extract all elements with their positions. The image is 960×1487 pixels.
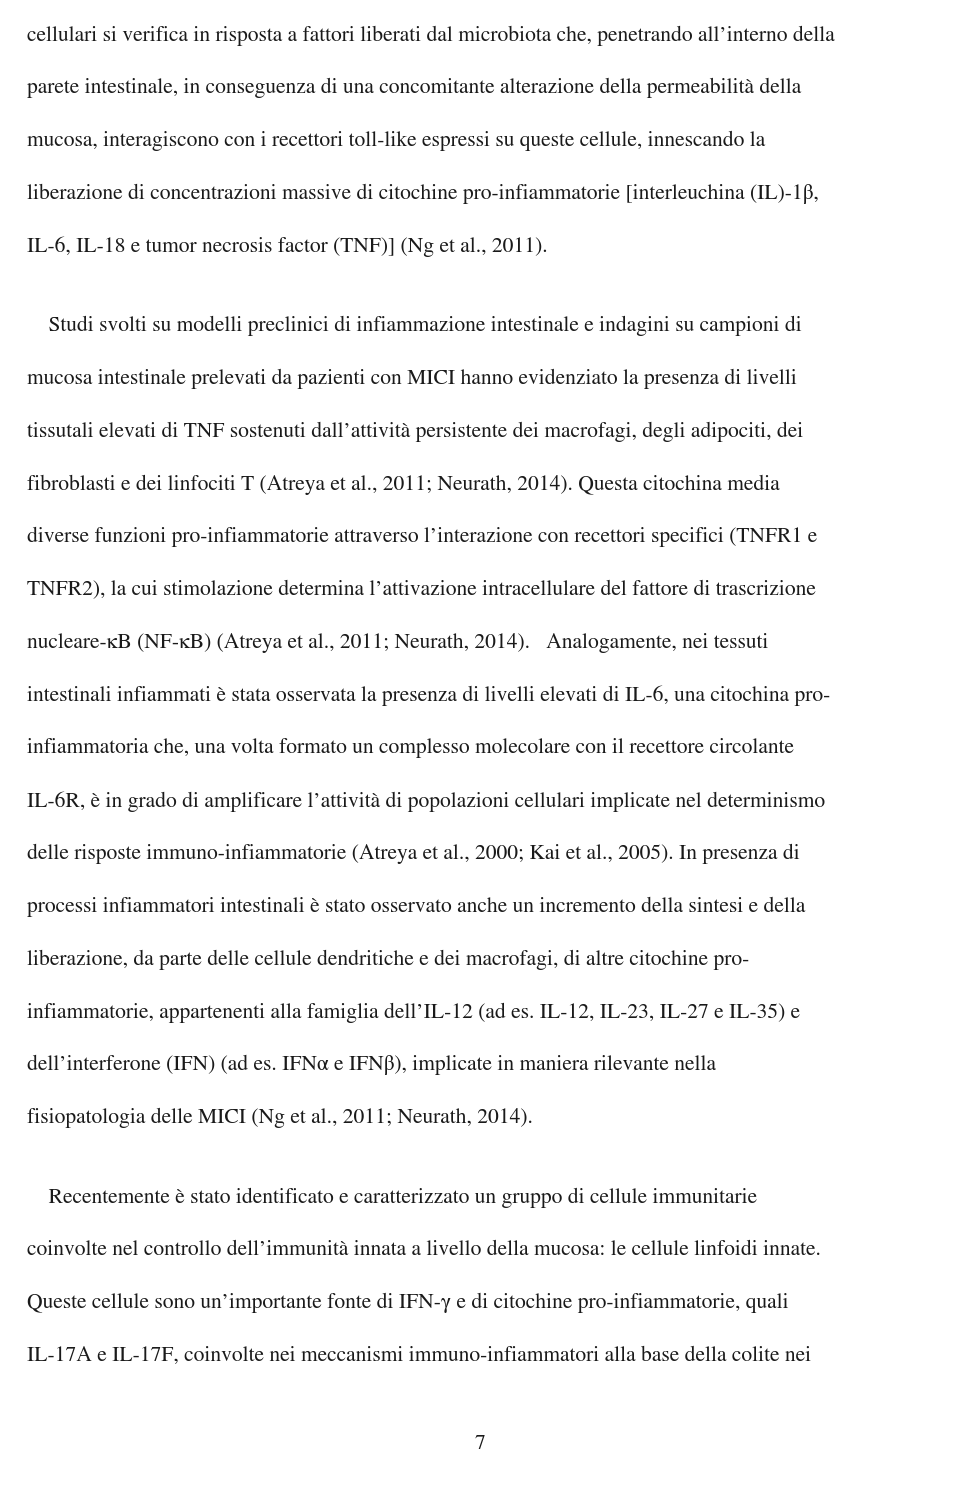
Text: IL-6R, è in grado di amplificare l’attività di popolazioni cellulari implicate n: IL-6R, è in grado di amplificare l’attiv…: [27, 791, 825, 812]
Text: tissutali elevati di TNF sostenuti dall’attività persistente dei macrofagi, degl: tissutali elevati di TNF sostenuti dall’…: [27, 421, 804, 442]
Text: dell’interferone (IFN) (ad es. IFNα e IFNβ), implicate in maniera rilevante nell: dell’interferone (IFN) (ad es. IFNα e IF…: [27, 1054, 716, 1075]
Text: Recentemente è stato identificato e caratterizzato un gruppo di cellule immunita: Recentemente è stato identificato e cara…: [27, 1187, 757, 1207]
Text: IL-6, IL-18 e tumor necrosis factor (TNF)] (Ng et al., 2011).: IL-6, IL-18 e tumor necrosis factor (TNF…: [27, 236, 547, 257]
Text: Studi svolti su modelli preclinici di infiammazione intestinale e indagini su ca: Studi svolti su modelli preclinici di in…: [27, 317, 802, 336]
Text: cellulari si verifica in risposta a fattori liberati dal microbiota che, penetra: cellulari si verifica in risposta a fatt…: [27, 25, 834, 46]
Text: intestinali infiammati è stata osservata la presenza di livelli elevati di IL-6,: intestinali infiammati è stata osservata…: [27, 686, 830, 706]
Text: mucosa intestinale prelevati da pazienti con MICI hanno evidenziato la presenza : mucosa intestinale prelevati da pazienti…: [27, 369, 797, 390]
Text: nucleare-κB (NF-κB) (Atreya et al., 2011; Neurath, 2014).   Analogamente, nei te: nucleare-κB (NF-κB) (Atreya et al., 2011…: [27, 632, 768, 653]
Text: coinvolte nel controllo dell’immunità innata a livello della mucosa: le cellule : coinvolte nel controllo dell’immunità in…: [27, 1240, 821, 1259]
Text: infiammatorie, appartenenti alla famiglia dell’IL-12 (ad es. IL-12, IL-23, IL-27: infiammatorie, appartenenti alla famigli…: [27, 1002, 800, 1023]
Text: liberazione, da parte delle cellule dendritiche e dei macrofagi, di altre citoch: liberazione, da parte delle cellule dend…: [27, 949, 749, 970]
Text: diverse funzioni pro-infiammatorie attraverso l’interazione con recettori specif: diverse funzioni pro-infiammatorie attra…: [27, 526, 817, 547]
Text: mucosa, interagiscono con i recettori toll-like espressi su queste cellule, inne: mucosa, interagiscono con i recettori to…: [27, 131, 765, 152]
Text: 7: 7: [474, 1435, 486, 1454]
Text: fibroblasti e dei linfociti T (Atreya et al., 2011; Neurath, 2014). Questa citoc: fibroblasti e dei linfociti T (Atreya et…: [27, 474, 780, 495]
Text: Queste cellule sono un’importante fonte di IFN-γ e di citochine pro-infiammatori: Queste cellule sono un’importante fonte …: [27, 1292, 788, 1313]
Text: IL-17A e IL-17F, coinvolte nei meccanismi immuno-infiammatori alla base della co: IL-17A e IL-17F, coinvolte nei meccanism…: [27, 1346, 811, 1365]
Text: liberazione di concentrazioni massive di citochine pro-infiammatorie [interleuch: liberazione di concentrazioni massive di…: [27, 183, 819, 204]
Text: parete intestinale, in conseguenza di una concomitante alterazione della permeab: parete intestinale, in conseguenza di un…: [27, 77, 802, 98]
Text: infiammatoria che, una volta formato un complesso molecolare con il recettore ci: infiammatoria che, una volta formato un …: [27, 738, 794, 758]
Text: TNFR2), la cui stimolazione determina l’attivazione intracellulare del fattore d: TNFR2), la cui stimolazione determina l’…: [27, 580, 816, 599]
Text: processi infiammatori intestinali è stato osservato anche un incremento della si: processi infiammatori intestinali è stat…: [27, 897, 805, 917]
Text: delle risposte immuno-infiammatorie (Atreya et al., 2000; Kai et al., 2005). In : delle risposte immuno-infiammatorie (Atr…: [27, 843, 800, 864]
Text: fisiopatologia delle MICI (Ng et al., 2011; Neurath, 2014).: fisiopatologia delle MICI (Ng et al., 20…: [27, 1108, 533, 1129]
